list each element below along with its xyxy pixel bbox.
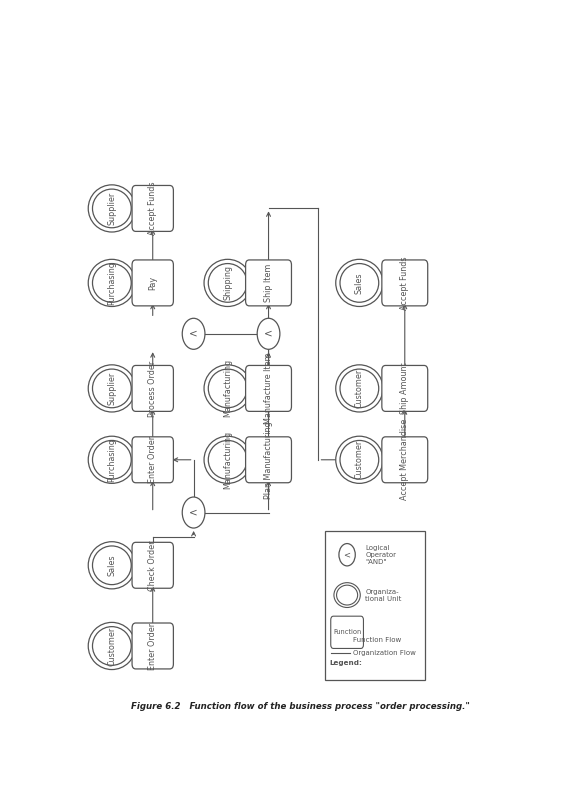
- Ellipse shape: [336, 365, 383, 412]
- FancyBboxPatch shape: [246, 260, 291, 305]
- Ellipse shape: [88, 365, 135, 412]
- Text: Process Order: Process Order: [148, 360, 157, 417]
- Ellipse shape: [93, 369, 131, 408]
- Ellipse shape: [88, 260, 135, 306]
- Text: Enter Order: Enter Order: [148, 622, 157, 670]
- Text: Manufacturing: Manufacturing: [223, 359, 232, 418]
- Ellipse shape: [340, 369, 379, 408]
- FancyBboxPatch shape: [382, 437, 428, 483]
- Ellipse shape: [208, 369, 247, 408]
- Text: Accept Merchandise: Accept Merchandise: [400, 419, 409, 501]
- FancyBboxPatch shape: [132, 542, 173, 588]
- Text: Function Flow: Function Flow: [353, 637, 401, 642]
- Ellipse shape: [88, 542, 135, 589]
- FancyBboxPatch shape: [246, 365, 291, 411]
- Ellipse shape: [336, 260, 383, 306]
- Ellipse shape: [93, 546, 131, 584]
- Text: Purchasing: Purchasing: [107, 438, 117, 482]
- FancyBboxPatch shape: [132, 185, 173, 231]
- Text: Check Order: Check Order: [148, 540, 157, 591]
- Ellipse shape: [204, 260, 251, 306]
- Text: <: <: [189, 329, 198, 339]
- Circle shape: [257, 318, 280, 349]
- Text: <: <: [189, 508, 198, 517]
- Text: Customer: Customer: [355, 369, 364, 408]
- Ellipse shape: [93, 264, 131, 302]
- Text: Pay: Pay: [148, 276, 157, 290]
- Text: Manufacturing: Manufacturing: [223, 430, 232, 489]
- FancyBboxPatch shape: [132, 437, 173, 483]
- FancyBboxPatch shape: [331, 616, 363, 649]
- FancyBboxPatch shape: [382, 365, 428, 411]
- Text: Sales: Sales: [107, 555, 117, 576]
- Circle shape: [182, 497, 205, 528]
- Ellipse shape: [93, 189, 131, 228]
- FancyBboxPatch shape: [132, 260, 173, 305]
- Circle shape: [339, 543, 355, 566]
- Circle shape: [182, 318, 205, 349]
- Ellipse shape: [88, 622, 135, 670]
- FancyBboxPatch shape: [132, 365, 173, 411]
- Text: Customer: Customer: [355, 440, 364, 480]
- Text: Logical
Operator
"AND": Logical Operator "AND": [365, 545, 396, 565]
- Text: Figure 6.2   Function flow of the business process "order processing.": Figure 6.2 Function flow of the business…: [131, 702, 470, 711]
- Text: Sales: Sales: [355, 272, 364, 293]
- Text: Supplier: Supplier: [107, 192, 117, 225]
- Text: Legend:: Legend:: [329, 660, 362, 666]
- FancyBboxPatch shape: [382, 260, 428, 305]
- Text: Manufacture Item: Manufacture Item: [264, 353, 273, 424]
- Text: Organization Flow: Organization Flow: [353, 650, 415, 656]
- FancyBboxPatch shape: [325, 531, 425, 680]
- Ellipse shape: [340, 440, 379, 479]
- FancyBboxPatch shape: [132, 623, 173, 669]
- Ellipse shape: [336, 585, 357, 605]
- Text: Accept Funds: Accept Funds: [148, 181, 157, 235]
- FancyBboxPatch shape: [246, 437, 291, 483]
- Text: Shipping: Shipping: [223, 265, 232, 301]
- Text: Organiza-
tional Unit: Organiza- tional Unit: [365, 588, 401, 601]
- Ellipse shape: [93, 440, 131, 479]
- Text: Enter Order: Enter Order: [148, 436, 157, 484]
- Text: Function: Function: [333, 629, 361, 635]
- Text: Purchasing: Purchasing: [107, 261, 117, 305]
- Ellipse shape: [88, 436, 135, 484]
- Text: Ship Item: Ship Item: [264, 264, 273, 302]
- Ellipse shape: [93, 626, 131, 665]
- Ellipse shape: [340, 264, 379, 302]
- Text: <: <: [264, 329, 273, 339]
- Ellipse shape: [208, 264, 247, 302]
- Text: Plan Manufacturing: Plan Manufacturing: [264, 421, 273, 499]
- Text: Accept Funds: Accept Funds: [400, 256, 409, 310]
- Ellipse shape: [208, 440, 247, 479]
- Text: Ship Amount: Ship Amount: [400, 363, 409, 414]
- Text: Customer: Customer: [107, 626, 117, 666]
- Text: Supplier: Supplier: [107, 372, 117, 405]
- Ellipse shape: [204, 365, 251, 412]
- Text: <: <: [343, 550, 350, 559]
- Ellipse shape: [334, 583, 360, 608]
- Ellipse shape: [336, 436, 383, 484]
- Ellipse shape: [88, 185, 135, 232]
- Ellipse shape: [204, 436, 251, 484]
